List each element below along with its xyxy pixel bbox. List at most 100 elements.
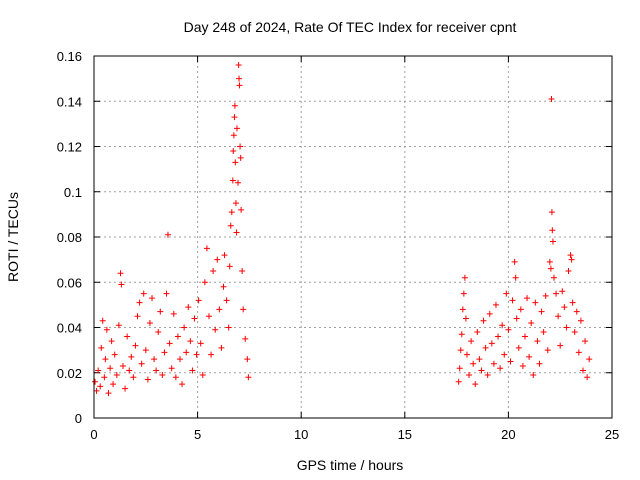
data-point <box>174 333 181 340</box>
data-point <box>540 329 547 336</box>
data-point <box>187 338 194 345</box>
data-point <box>103 326 110 333</box>
data-point <box>181 324 188 331</box>
data-point <box>536 360 543 367</box>
data-point <box>569 299 576 306</box>
data-point <box>459 306 466 313</box>
data-point <box>227 222 234 229</box>
data-point <box>218 344 225 351</box>
data-point <box>466 372 473 379</box>
y-tick-label: 0 <box>75 411 82 426</box>
data-point <box>228 209 235 216</box>
chart-title: Day 248 of 2024, Rate Of TEC Index for r… <box>184 19 517 35</box>
data-point <box>512 274 519 281</box>
data-point <box>557 342 564 349</box>
data-point <box>546 258 553 265</box>
data-point <box>542 292 549 299</box>
data-point <box>457 347 464 354</box>
data-point <box>563 324 570 331</box>
plot-frame <box>93 55 613 419</box>
data-point <box>225 324 232 331</box>
data-point <box>149 295 156 302</box>
data-point <box>113 372 120 379</box>
x-tick-label: 20 <box>501 427 515 442</box>
data-point <box>179 381 186 388</box>
data-point <box>172 374 179 381</box>
data-point <box>230 132 237 139</box>
data-point <box>138 360 145 367</box>
data-point <box>463 351 470 358</box>
data-point <box>461 274 468 281</box>
data-point <box>183 349 190 356</box>
grid-lines <box>94 56 612 418</box>
data-point <box>151 356 158 363</box>
data-point <box>233 229 240 236</box>
data-point <box>212 326 219 333</box>
x-tick-label: 5 <box>194 427 201 442</box>
data-point <box>586 356 593 363</box>
data-point <box>111 351 118 358</box>
data-point <box>146 319 153 326</box>
data-point <box>142 347 149 354</box>
data-point <box>124 333 131 340</box>
data-point <box>238 206 245 213</box>
data-point <box>208 351 215 358</box>
y-tick-label: 0.06 <box>57 275 82 290</box>
data-point <box>538 308 545 315</box>
data-point <box>462 315 469 322</box>
data-point <box>134 313 141 320</box>
data-point <box>159 372 166 379</box>
data-point <box>205 313 212 320</box>
data-point <box>474 329 481 336</box>
data-point <box>486 310 493 317</box>
data-point <box>185 304 192 311</box>
data-point <box>505 326 512 333</box>
data-point <box>166 340 173 347</box>
data-point <box>468 338 475 345</box>
data-point <box>144 376 151 383</box>
x-tick-label: 10 <box>294 427 308 442</box>
data-point <box>235 62 242 69</box>
data-point <box>511 258 518 265</box>
data-point <box>524 295 531 302</box>
data-point <box>455 378 462 385</box>
data-point <box>229 177 236 184</box>
data-point <box>497 365 504 372</box>
data-point <box>528 319 535 326</box>
data-point <box>501 351 508 358</box>
data-point <box>163 290 170 297</box>
data-point <box>245 374 252 381</box>
data-point <box>237 143 244 150</box>
data-point <box>495 333 502 340</box>
data-point <box>460 290 467 297</box>
data-point <box>548 209 555 216</box>
data-point <box>176 356 183 363</box>
data-point <box>550 274 557 281</box>
data-point <box>492 301 499 308</box>
data-point <box>478 367 485 374</box>
data-point <box>107 365 114 372</box>
data-point <box>577 317 584 324</box>
data-point <box>110 381 117 388</box>
data-point <box>530 372 537 379</box>
data-point <box>515 344 522 351</box>
data-points <box>92 62 593 397</box>
y-tick-label: 0.04 <box>57 321 82 336</box>
data-point <box>482 344 489 351</box>
data-point <box>456 365 463 372</box>
data-point <box>98 344 105 351</box>
data-point <box>582 338 589 345</box>
data-point <box>193 351 200 358</box>
data-point <box>555 313 562 320</box>
y-tick-label: 0.14 <box>57 94 82 109</box>
data-point <box>221 252 228 259</box>
data-point <box>484 372 491 379</box>
data-point <box>197 340 204 347</box>
data-point <box>470 360 477 367</box>
data-point <box>534 338 541 345</box>
data-point <box>507 358 514 365</box>
x-tick-label: 15 <box>398 427 412 442</box>
data-point <box>240 306 247 313</box>
data-point <box>568 256 575 263</box>
